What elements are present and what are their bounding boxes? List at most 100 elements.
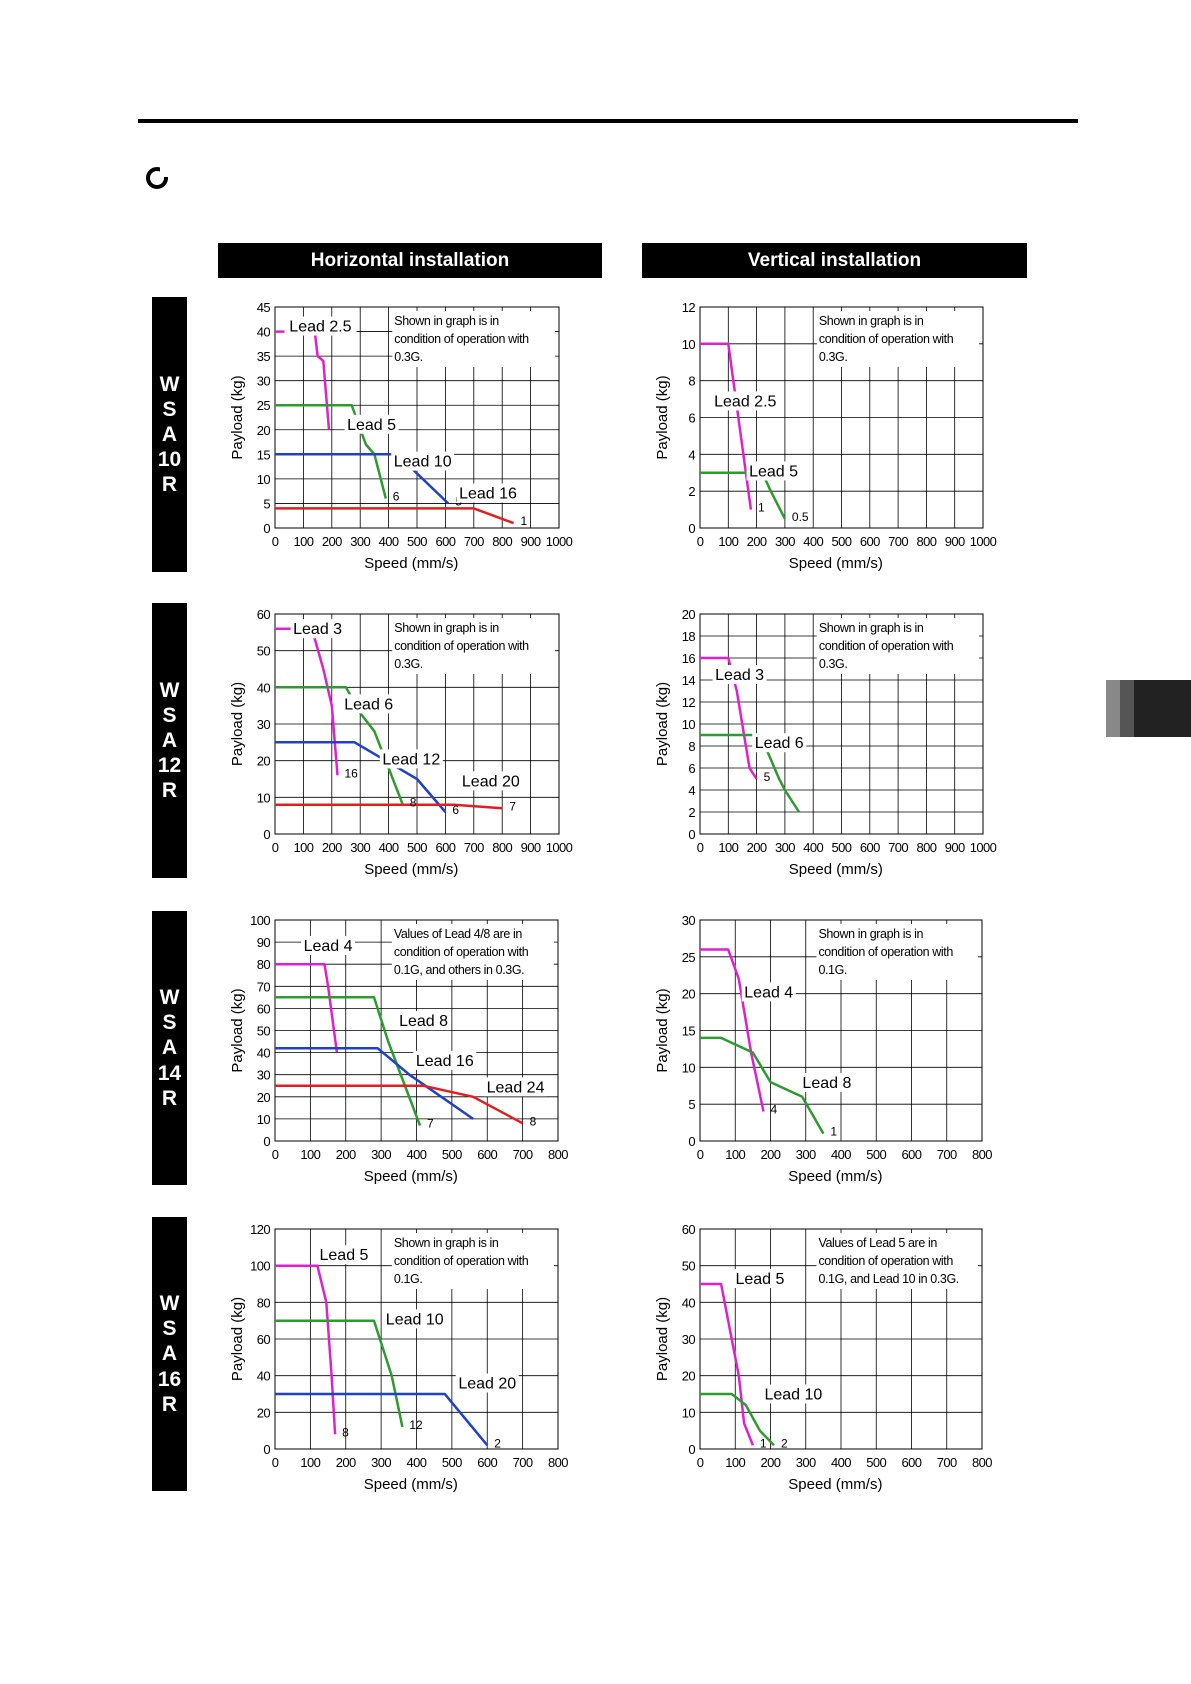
chart-note: condition of operation with	[394, 1254, 529, 1268]
series-line	[700, 948, 765, 1112]
x-axis-label: Speed (mm/s)	[789, 555, 883, 572]
x-tick-label: 400	[803, 534, 823, 549]
x-tick-label: 700	[464, 534, 484, 549]
x-tick-label: 800	[548, 1455, 568, 1470]
series-end-value: 8	[342, 1425, 349, 1439]
y-tick-label: 4	[688, 447, 695, 462]
series-line	[700, 1392, 775, 1447]
x-tick-label: 700	[888, 840, 908, 855]
x-tick-label: 300	[350, 840, 370, 855]
chart-note: condition of operation with	[394, 639, 529, 653]
series-label-bg	[761, 1384, 825, 1404]
series-label-bg	[746, 461, 801, 481]
series-label: Lead 5	[735, 1271, 784, 1288]
y-tick-label: 30	[682, 913, 696, 928]
y-tick-label: 15	[257, 447, 271, 462]
y-tick-label: 120	[250, 1222, 270, 1237]
x-tick-label: 0	[272, 840, 279, 855]
top-rule	[138, 119, 1078, 123]
x-tick-label: 0	[697, 1147, 704, 1162]
y-tick-label: 0	[688, 827, 695, 842]
series-end-value: 0.5	[792, 510, 809, 524]
x-tick-label: 600	[860, 840, 880, 855]
x-tick-label: 100	[300, 1455, 320, 1470]
x-tick-label: 700	[464, 840, 484, 855]
x-tick-label: 100	[300, 1147, 320, 1162]
y-tick-label: 100	[250, 913, 270, 928]
y-tick-label: 25	[682, 950, 696, 965]
x-tick-label: 0	[697, 534, 704, 549]
model-label-wsa16r: W S A 16 R	[152, 1217, 187, 1491]
series-label-bg	[456, 483, 520, 503]
x-tick-label: 100	[725, 1455, 745, 1470]
x-tick-label: 800	[492, 534, 512, 549]
chart-wsa12r-horizontal: Shown in graph is in condition of operati…	[229, 607, 573, 878]
x-tick-label: 0	[697, 840, 704, 855]
series-label-bg	[379, 749, 443, 769]
y-tick-label: 50	[257, 1024, 271, 1039]
x-tick-label: 700	[888, 534, 908, 549]
x-tick-label: 1000	[970, 534, 997, 549]
series-label: Lead 5	[347, 417, 396, 434]
series-label-bg	[741, 982, 796, 1002]
y-tick-label: 14	[682, 673, 696, 688]
y-tick-label: 70	[257, 979, 271, 994]
series-end-value: 1	[521, 514, 528, 528]
x-tick-label: 200	[322, 534, 342, 549]
x-tick-label: 600	[477, 1455, 497, 1470]
x-tick-label: 500	[832, 840, 852, 855]
y-tick-label: 10	[682, 717, 696, 732]
y-axis-label: Payload (kg)	[229, 682, 246, 766]
y-tick-label: 20	[257, 754, 271, 769]
x-tick-label: 1000	[546, 840, 573, 855]
x-tick-label: 800	[492, 840, 512, 855]
series-label: Lead 24	[487, 1079, 545, 1096]
series-line	[700, 1282, 755, 1446]
y-tick-label: 10	[257, 790, 271, 805]
model-label-wsa12r: W S A 12 R	[152, 603, 187, 878]
chart-wsa14r-vertical: Shown in graph is in condition of operati…	[654, 913, 993, 1185]
note-background	[391, 1233, 554, 1289]
x-tick-label: 300	[775, 840, 795, 855]
x-tick-label: 800	[548, 1147, 568, 1162]
series-label-bg	[459, 771, 523, 791]
chart-wsa16r-horizontal: Shown in graph is in condition of operati…	[229, 1222, 569, 1493]
x-tick-label: 700	[513, 1147, 533, 1162]
chart-wsa10r-vertical: Shown in graph is in condition of operati…	[654, 300, 997, 572]
y-tick-label: 30	[257, 374, 271, 389]
x-tick-label: 300	[796, 1147, 816, 1162]
series-label: Lead 5	[749, 463, 798, 480]
series-label: Lead 4	[304, 938, 353, 955]
x-tick-label: 300	[371, 1147, 391, 1162]
chart-wsa12r-vertical: Shown in graph is in condition of operati…	[654, 607, 997, 878]
series-line	[700, 1036, 825, 1135]
x-tick-label: 800	[916, 840, 936, 855]
series-label: Lead 20	[462, 773, 520, 790]
chart-note: Shown in graph is in	[394, 314, 499, 328]
chart-wsa16r-vertical: Values of Lead 5 are in condition of oper…	[654, 1222, 993, 1493]
series-line	[275, 1392, 489, 1447]
y-axis-label: Payload (kg)	[654, 1297, 671, 1381]
y-tick-label: 25	[257, 398, 271, 413]
chart-wsa14r-horizontal: Values of Lead 4/8 are in condition of op…	[229, 913, 569, 1185]
y-tick-label: 20	[257, 423, 271, 438]
x-tick-label: 200	[336, 1147, 356, 1162]
y-tick-label: 5	[688, 1097, 695, 1112]
chart-note: condition of operation with	[818, 1254, 953, 1268]
chart-note: Values of Lead 4/8 are in	[394, 927, 523, 941]
y-tick-label: 0	[688, 521, 695, 536]
x-axis-label: Speed (mm/s)	[364, 555, 458, 572]
x-tick-label: 700	[937, 1455, 957, 1470]
x-axis-label: Speed (mm/s)	[364, 1476, 458, 1493]
series-label: Lead 3	[293, 621, 342, 638]
x-tick-label: 900	[945, 534, 965, 549]
series-end-value: 6	[452, 803, 459, 817]
series-end-value: 7	[427, 1117, 434, 1131]
x-tick-label: 200	[761, 1455, 781, 1470]
note-background	[816, 1233, 978, 1289]
y-axis-label: Payload (kg)	[654, 988, 671, 1072]
y-tick-label: 60	[257, 607, 271, 622]
x-tick-label: 500	[407, 534, 427, 549]
y-tick-label: 30	[257, 1068, 271, 1083]
series-label-bg	[290, 619, 345, 639]
